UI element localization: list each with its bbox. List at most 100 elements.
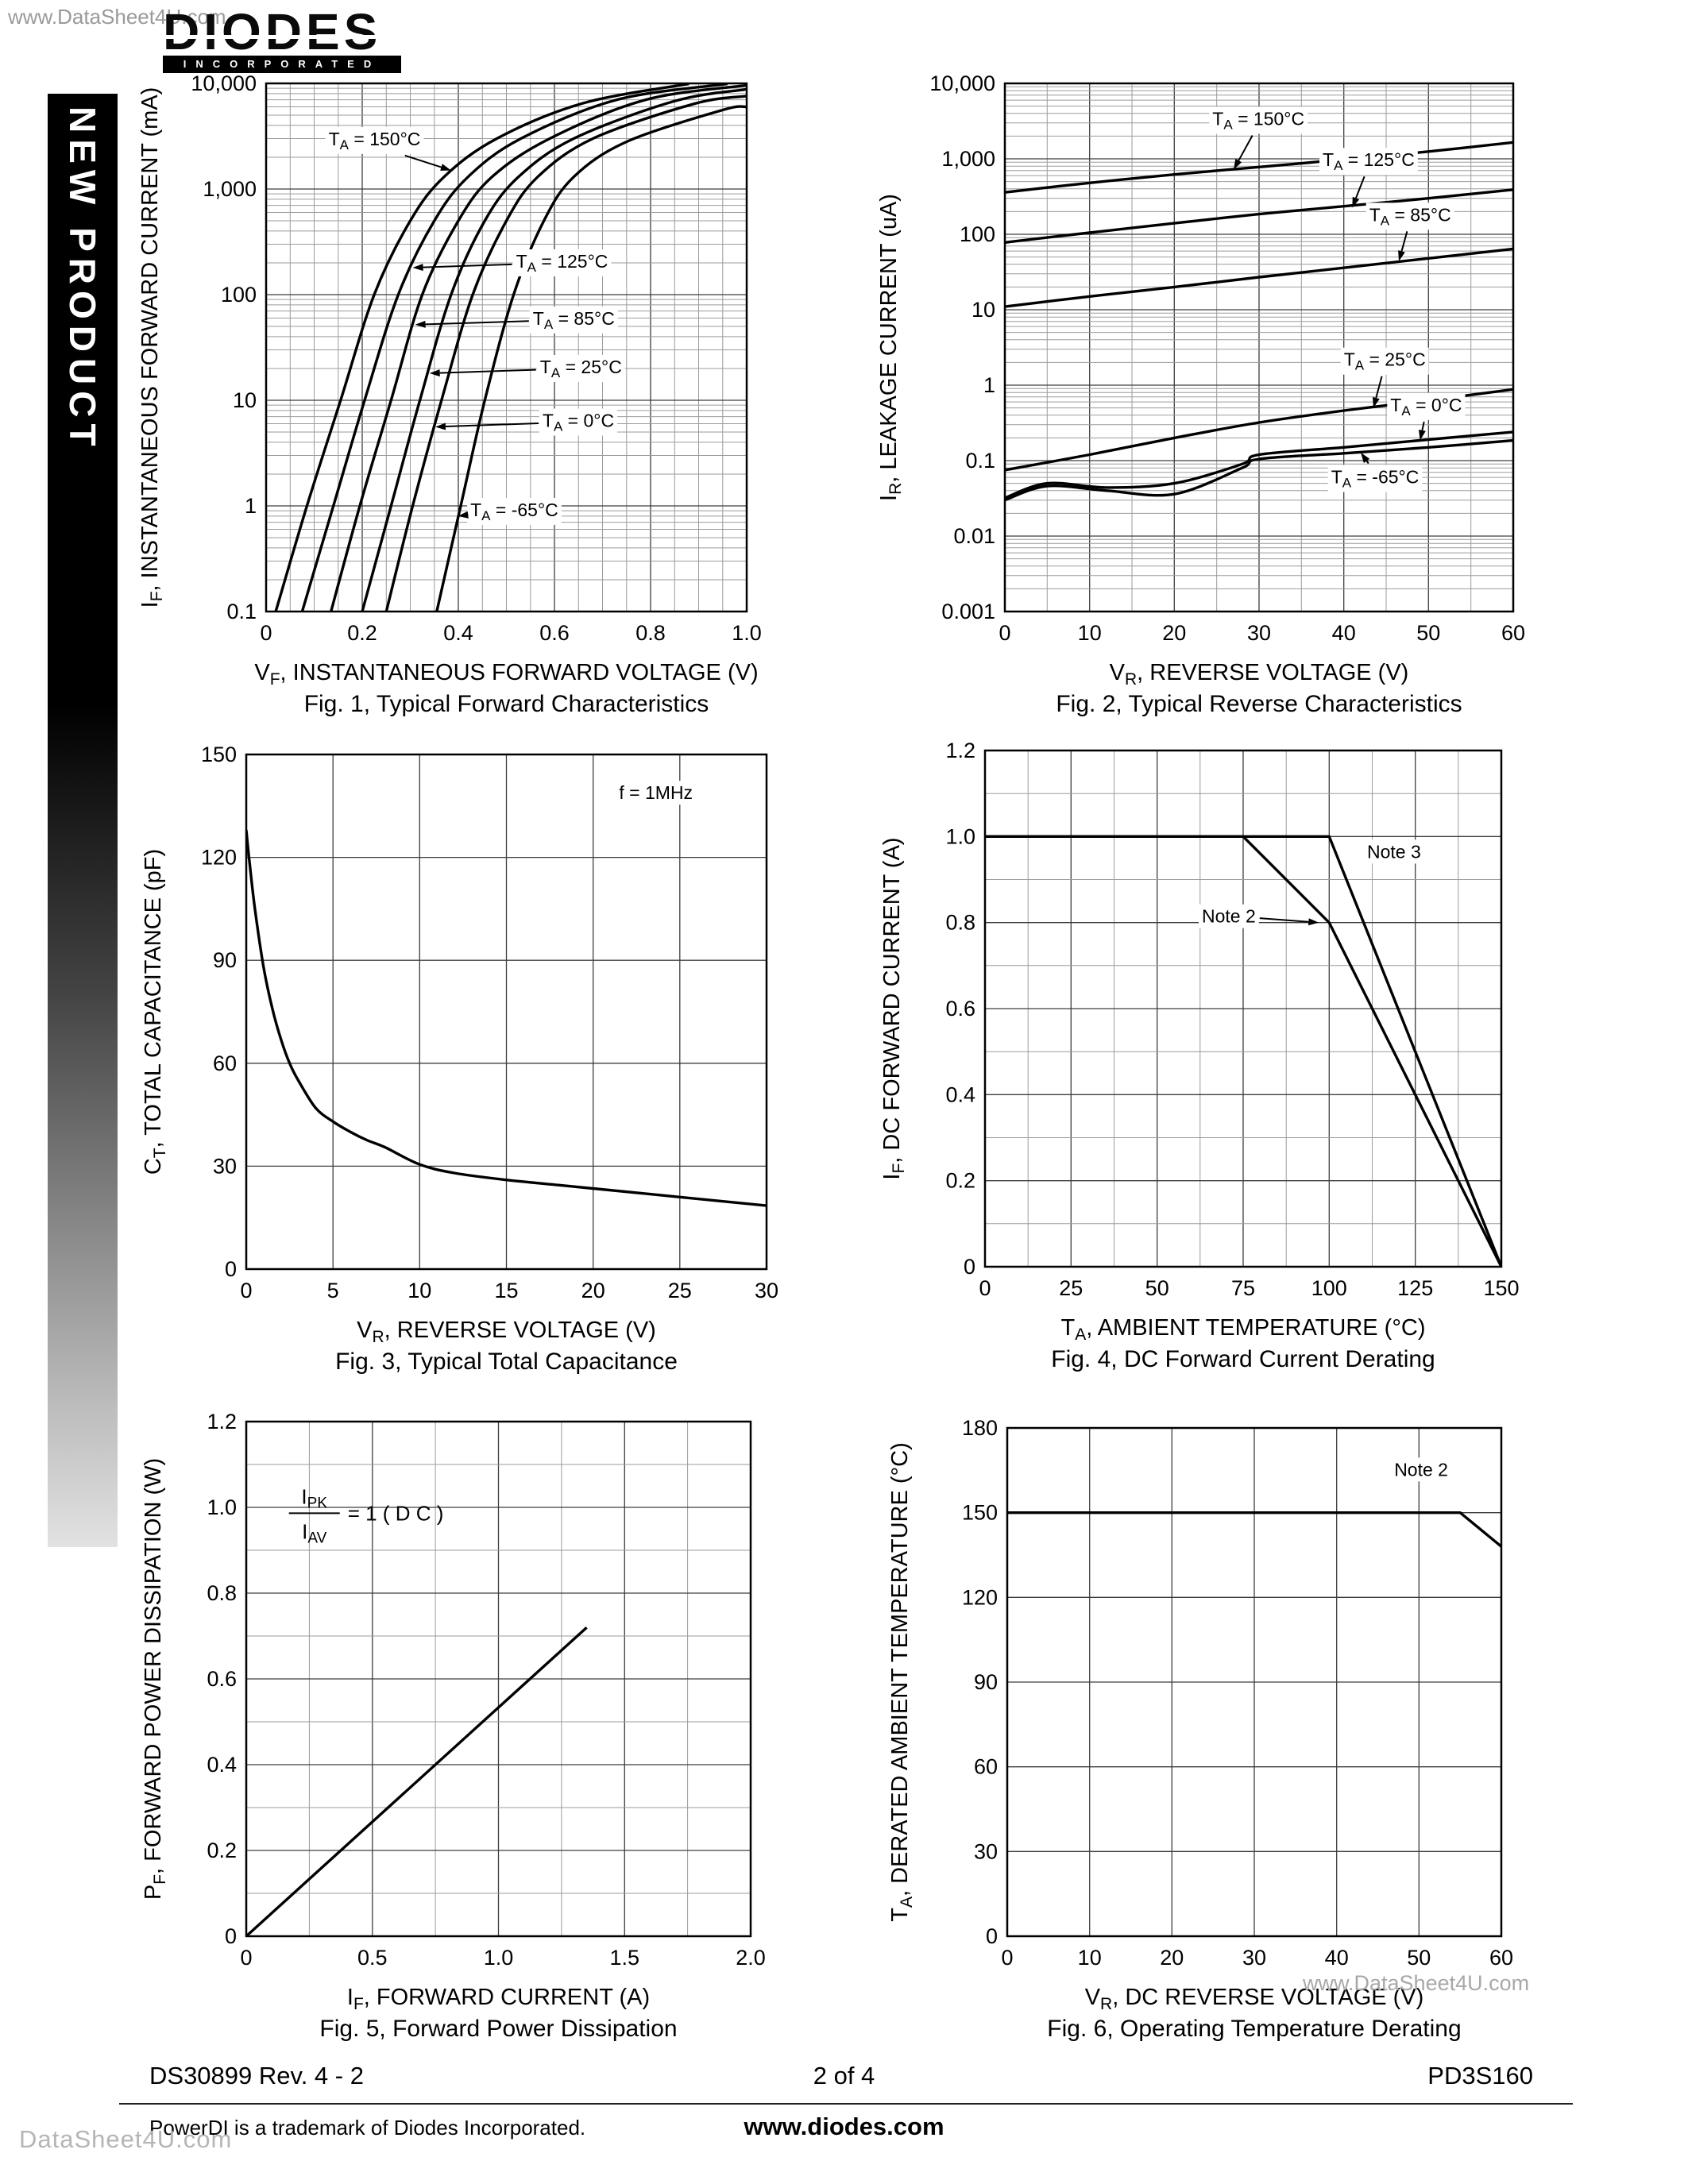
fig4-chart: 0 25 50 75 100 125 150 0 0.2 0.4 0.6 0.8 1.0 1.2 TA, A… [879, 739, 1520, 1372]
fig2-annotation: TA = 150°C [1212, 109, 1304, 133]
fig3-x-tick-label: 10 [408, 1279, 431, 1302]
fig1-series-ta-0c [384, 95, 747, 612]
fig5-y-tick-label: 0.4 [207, 1753, 237, 1777]
fig1-x-axis-title: VF, INSTANTANEOUS FORWARD VOLTAGE (V) [254, 660, 758, 689]
fig4-x-axis-title: TA, AMBIENT TEMPERATURE (°C) [1060, 1315, 1425, 1344]
fig6-annotation: Note 2 [1394, 1459, 1448, 1480]
fig1-frame [265, 82, 748, 613]
annotation-arrow [425, 320, 529, 326]
fig1-annotation-bg [467, 497, 562, 525]
fig5-x-tick-label: 0 [240, 1946, 252, 1970]
annotation-arrowhead [435, 423, 446, 430]
fig1-y-tick-label: 100 [221, 283, 257, 307]
fig4-y-tick-label: 0.2 [945, 1169, 975, 1193]
fig1-x-tick-label: 0 [260, 621, 272, 645]
fig5-chart: 0 0.5 1.0 1.5 2.0 0 0.2 0.4 0.6 0.8 1.0 1.2 IF, FORW… [141, 1410, 766, 2042]
fig3-frame [245, 753, 768, 1271]
footer-website: www.diodes.com [744, 2113, 944, 2140]
fig6-chart: 0 10 20 30 40 50 60 0 30 60 90 120 150 180 VR, DC REVE… [887, 1416, 1513, 2042]
annotation-arrowhead [1361, 452, 1370, 463]
fig2-annotation-bg [1340, 347, 1429, 375]
fig4-y-tick-label: 0 [964, 1255, 975, 1279]
fig6-series-note-2 [1007, 1511, 1501, 1548]
fig5-x-tick-label: 1.0 [484, 1946, 514, 1970]
fig6-y-tick-label: 0 [986, 1924, 998, 1948]
fig3-x-tick-label: 15 [494, 1279, 518, 1302]
fig5-y-tick-label: 1.2 [207, 1410, 237, 1433]
fig2-x-tick-label: 20 [1162, 621, 1186, 645]
fig1-x-tick-label: 0.8 [635, 621, 666, 645]
fig2-x-tick-label: 40 [1332, 621, 1356, 645]
fig2-x-tick-label: 50 [1416, 621, 1440, 645]
svg-text:IPK: IPK [301, 1484, 327, 1511]
fig4-x-tick-label: 125 [1397, 1276, 1433, 1300]
fig6-y-tick-label: 30 [974, 1839, 998, 1863]
fig4-x-tick-label: 75 [1231, 1276, 1255, 1300]
new-product-banner: NEW PRODUCT [48, 94, 118, 1547]
fig4-annotation-bg [1364, 839, 1424, 864]
fig1-caption: Fig. 1, Typical Forward Characteristics [304, 691, 709, 717]
watermark-bottom: DataSheet4U.com [19, 2125, 233, 2153]
fig3-y-tick-label: 120 [201, 846, 237, 870]
fig2-x-tick-label: 10 [1078, 621, 1102, 645]
fig2-annotation: TA = -65°C [1331, 467, 1420, 491]
fig6-y-tick-label: 60 [974, 1755, 998, 1779]
fig3-x-tick-label: 30 [755, 1279, 778, 1302]
fig4-caption: Fig. 4, DC Forward Current Derating [1051, 1346, 1435, 1372]
fig1-annotation-bg [325, 126, 424, 154]
fig5-y-tick-label: 0 [225, 1924, 237, 1948]
fig1-x-tick-label: 1.0 [732, 621, 762, 645]
fig3-x-tick-label: 5 [327, 1279, 339, 1302]
fig5-x-tick-label: 1.5 [610, 1946, 640, 1970]
fig1-annotation: TA = 150°C [329, 129, 421, 152]
fig5-y-tick-label: 1.0 [207, 1495, 237, 1519]
fig1-annotation: TA = 25°C [540, 357, 622, 380]
fig4-series-note-3 [985, 835, 1501, 1267]
fig2-annotation: TA = 125°C [1323, 149, 1415, 173]
diodes-logo-text: DIODES [163, 3, 382, 60]
footer-trademark-note: PowerDI is a trademark of Diodes Incorpo… [149, 2116, 586, 2140]
fig1-y-tick-label: 0.1 [226, 600, 257, 623]
annotation-arrow [423, 263, 512, 268]
fig5-y-axis-title: PF, FORWARD POWER DISSIPATION (W) [141, 1458, 169, 1900]
fig5-caption: Fig. 5, Forward Power Dissipation [319, 2016, 677, 2042]
fig2-x-tick-label: 60 [1501, 621, 1525, 645]
fig3-y-tick-label: 30 [213, 1154, 237, 1178]
fig2-series-ta-150c [1005, 141, 1513, 194]
fig1-annotation: TA = 125°C [516, 251, 608, 275]
fig1-series-ta-65c [435, 105, 747, 612]
fig4-x-tick-label: 25 [1059, 1276, 1083, 1300]
fig2-x-axis-title: VR, REVERSE VOLTAGE (V) [1110, 660, 1409, 689]
annotation-arrow [1355, 176, 1365, 199]
fig2-y-tick-label: 0.1 [965, 449, 995, 473]
fig5-annotation-fraction: IPK IAV = 1 ( D C ) [288, 1484, 443, 1546]
fig4-y-tick-label: 0.8 [945, 911, 975, 935]
fig4-x-tick-label: 0 [979, 1276, 991, 1300]
fig3-y-tick-label: 150 [201, 743, 237, 766]
annotation-arrow [1421, 421, 1425, 431]
fig6-y-axis-title: TA, DERATED AMBIENT TEMPERATURE (°C) [887, 1442, 916, 1922]
fig2-y-tick-label: 100 [960, 222, 995, 246]
annotation-arrow [439, 369, 536, 374]
annotation-arrowhead [415, 320, 426, 328]
fig2-y-axis-title: IR, LEAKAGE CURRENT (uA) [876, 194, 905, 501]
fig2-series-ta-125c [1005, 188, 1513, 244]
fig1-series-ta-150c [274, 83, 689, 612]
fig6-x-tick-label: 50 [1407, 1946, 1431, 1970]
annotation-arrowhead [1308, 918, 1319, 926]
fig2-annotation-bg [1327, 465, 1423, 492]
fig6-caption: Fig. 6, Operating Temperature Derating [1047, 2016, 1461, 2042]
fig1-annotation: TA = 85°C [533, 308, 615, 332]
fig3-x-tick-label: 0 [240, 1279, 252, 1302]
fig1-y-axis-title: IF, INSTANTANEOUS FORWARD CURRENT (mA) [137, 87, 166, 608]
fig5-x-tick-label: 0.5 [357, 1946, 388, 1970]
fig6-x-tick-label: 30 [1242, 1946, 1266, 1970]
fig2-series-ta-85c [1005, 247, 1513, 308]
fig2-annotation-bg [1319, 148, 1418, 176]
fig6-x-tick-label: 0 [1001, 1946, 1013, 1970]
fig5-series-pf [246, 1626, 588, 1936]
fig3-y-tick-label: 90 [213, 948, 237, 972]
fig6-x-axis-title: VR, DC REVERSE VOLTAGE (V) [1085, 1985, 1424, 2013]
annotation-arrowhead [440, 164, 451, 171]
fig2-annotation-bg [1209, 106, 1308, 134]
